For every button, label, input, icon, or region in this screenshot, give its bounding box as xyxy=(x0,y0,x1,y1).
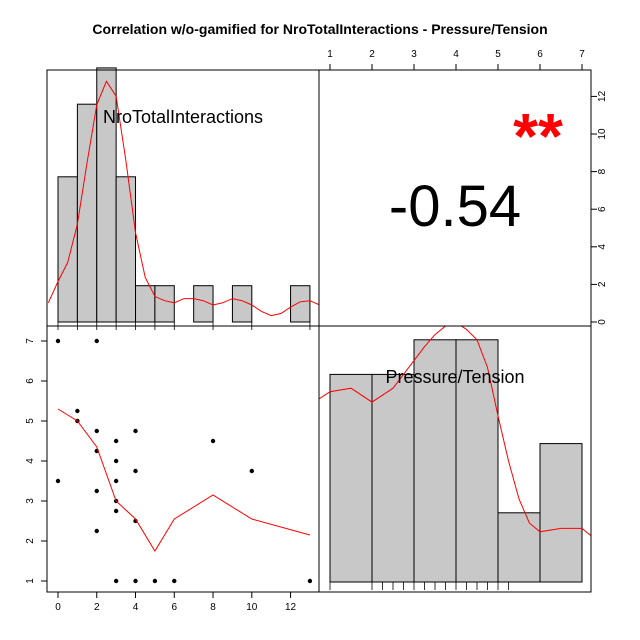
histogram-bar xyxy=(539,443,583,583)
histogram-bar xyxy=(115,176,137,323)
chart-title: Correlation w/o-gamified for NroTotalInt… xyxy=(92,21,547,37)
scatter-point xyxy=(94,528,99,534)
x-axis-tick-label: 0 xyxy=(55,602,61,613)
y-axis-tick-label: 3 xyxy=(25,498,36,504)
y-axis-tick-label: 7 xyxy=(25,338,36,344)
panel-frame-bottom-left xyxy=(46,325,320,593)
scatter-point xyxy=(307,578,313,584)
histogram-bar xyxy=(154,285,175,323)
significance-stars: ** xyxy=(513,100,563,172)
scatter-point xyxy=(113,458,119,464)
histogram-bar xyxy=(371,373,415,583)
histogram-bar xyxy=(96,67,117,323)
right-axis-tick-label: 2 xyxy=(597,281,608,287)
histogram-bar xyxy=(57,176,78,323)
right-axis-tick-label: 6 xyxy=(597,206,608,212)
panel-label: NroTotalInteractions xyxy=(103,107,263,127)
scatter-point xyxy=(210,438,216,444)
top-axis-tick-label: 7 xyxy=(579,49,585,60)
y-axis-tick-label: 2 xyxy=(25,538,36,544)
right-axis-tick-label: 12 xyxy=(597,90,608,102)
panel-label: Pressure/Tension xyxy=(385,367,524,387)
right-axis-tick-label: 8 xyxy=(597,168,608,174)
scatter-point xyxy=(94,338,99,344)
scatter-point xyxy=(133,578,138,584)
x-axis-tick-label: 10 xyxy=(246,602,258,613)
scatter-point xyxy=(113,438,119,444)
smooth-line xyxy=(57,408,311,552)
right-axis-tick-label: 10 xyxy=(597,128,608,140)
scatter-point xyxy=(94,488,99,494)
top-axis-tick-label: 2 xyxy=(369,49,375,60)
histogram-bar xyxy=(193,285,214,323)
panel-histogram-pressure-tension: Pressure/Tension xyxy=(319,326,591,590)
x-axis-tick-label: 12 xyxy=(285,602,297,613)
scatter-point xyxy=(152,578,158,584)
panel-frame-bottom-right xyxy=(318,325,592,593)
scatter-point xyxy=(249,468,254,474)
histogram-bar xyxy=(76,103,98,323)
y-axis-tick-label: 4 xyxy=(25,458,36,464)
scatter-point xyxy=(113,508,119,514)
scatter-point xyxy=(133,428,138,434)
y-axis-tick-label: 6 xyxy=(25,378,36,384)
correlation-value: -0.54 xyxy=(389,174,521,239)
histogram-bar xyxy=(329,373,373,583)
panel-histogram-nrototalinteractions: NroTotalInteractions xyxy=(47,67,319,330)
scatter-point xyxy=(94,428,99,434)
histogram-bar xyxy=(290,285,311,323)
scatter-point xyxy=(172,578,177,584)
x-axis-tick-label: 2 xyxy=(94,602,100,613)
scatter-point xyxy=(55,478,61,484)
histogram-bar xyxy=(413,339,457,583)
top-axis-tick-label: 5 xyxy=(495,49,501,60)
right-axis-tick-label: 4 xyxy=(597,244,608,250)
right-axis-tick-label: 0 xyxy=(597,319,608,325)
scatter-point xyxy=(75,408,80,414)
y-axis-tick-label: 1 xyxy=(25,578,36,584)
x-axis-tick-label: 8 xyxy=(210,602,216,613)
scatter-point xyxy=(133,468,138,474)
x-axis-tick-label: 4 xyxy=(133,602,139,613)
scatter-point xyxy=(55,338,61,344)
scatter-point xyxy=(113,478,119,484)
density-curve xyxy=(319,326,591,537)
y-axis-tick-label: 5 xyxy=(25,418,36,424)
x-axis-tick-label: 6 xyxy=(171,602,177,613)
top-axis-tick-label: 1 xyxy=(327,49,333,60)
top-axis-tick-label: 6 xyxy=(537,49,543,60)
histogram-bar xyxy=(231,285,253,323)
scatter-point xyxy=(113,578,119,584)
density-curve xyxy=(47,80,319,317)
top-axis-tick-label: 3 xyxy=(411,49,417,60)
histogram-bar xyxy=(497,512,541,583)
top-axis-tick-label: 4 xyxy=(453,49,459,60)
